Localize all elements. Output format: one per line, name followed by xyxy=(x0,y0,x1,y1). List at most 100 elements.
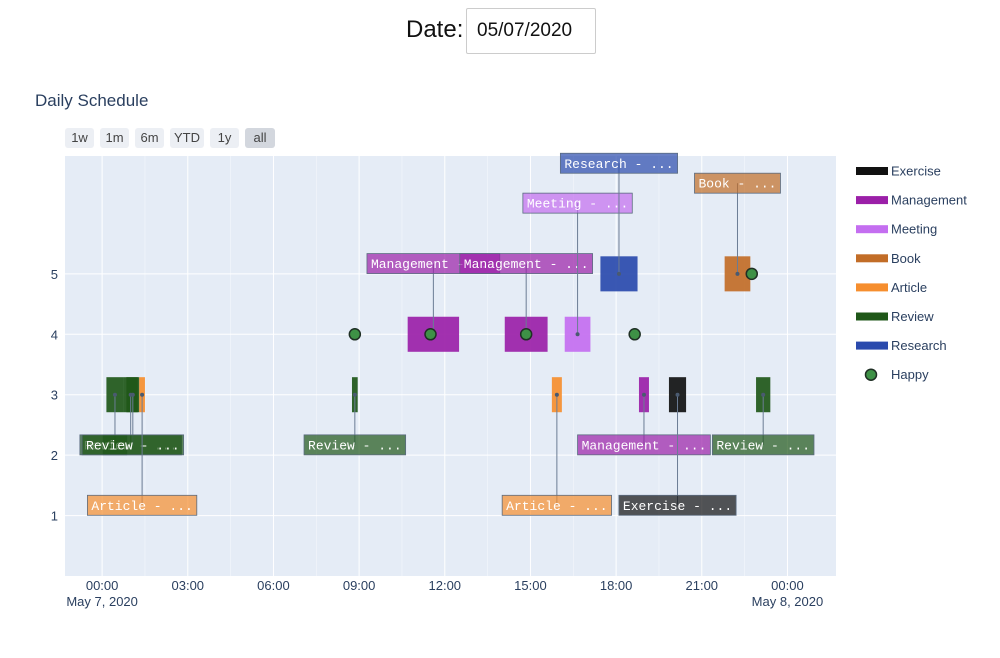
legend-label: Book xyxy=(891,251,921,266)
annotation-box xyxy=(694,172,781,194)
range-button-label: 1y xyxy=(218,130,232,145)
x-tick-label: 00:00 xyxy=(86,578,119,593)
range-button-bg xyxy=(210,128,239,148)
y-tick-label: 2 xyxy=(51,448,58,463)
legend-label: Meeting xyxy=(891,222,937,237)
range-button-bg xyxy=(65,128,94,148)
annotation-label-review: Review - ... xyxy=(711,434,815,456)
legend-label: Management xyxy=(891,193,967,208)
annotation-text: Review - ... xyxy=(716,438,810,453)
annotation-label-review: Review - ... xyxy=(303,434,407,456)
legend-item-management[interactable]: Management xyxy=(856,193,967,208)
annotation-text: Book - ... xyxy=(698,177,776,192)
annotation-label-article: Article - ... xyxy=(501,494,612,516)
legend-item-research[interactable]: Research xyxy=(856,338,947,353)
legend-item-happy[interactable]: Happy xyxy=(864,367,930,382)
annotation-box xyxy=(522,192,633,214)
annotation-text: Exercise - ... xyxy=(623,499,732,514)
range-button-ytd[interactable]: YTD xyxy=(170,128,204,148)
happy-marker xyxy=(424,328,437,341)
annotation-text: Research - ... xyxy=(564,157,673,172)
annotation-anchor xyxy=(641,392,646,397)
annotation-label-management: Management - ... xyxy=(577,434,711,456)
x-tick-sublabel: May 7, 2020 xyxy=(66,594,138,609)
range-button-label: all xyxy=(253,130,266,145)
annotation-box xyxy=(87,494,198,516)
annotation-box xyxy=(303,434,407,456)
annotation-anchor xyxy=(140,392,145,397)
annotation-anchor xyxy=(761,392,766,397)
happy-marker xyxy=(348,328,362,341)
chart-title: Daily Schedule xyxy=(35,91,148,110)
happy-marker xyxy=(519,328,533,341)
x-tick-label: 15:00 xyxy=(514,578,547,593)
annotation-box xyxy=(618,494,737,516)
legend-swatch xyxy=(856,196,888,205)
y-tick-label: 3 xyxy=(51,388,58,403)
legend-item-meeting[interactable]: Meeting xyxy=(856,222,937,237)
legend-swatch xyxy=(856,167,888,175)
y-axis: 1 2 3 4 5 xyxy=(51,267,58,524)
annotation-text: Meeting - ... xyxy=(527,197,628,212)
range-button-bg xyxy=(135,128,164,148)
range-button-bg xyxy=(100,128,129,148)
annotation-text: Article - ... xyxy=(506,499,607,514)
legend-swatch xyxy=(856,312,888,321)
activity-annotations: ReReview - ...Review - ...Article - ...R… xyxy=(79,152,815,516)
x-tick-label: 12:00 xyxy=(429,578,462,593)
date-input[interactable] xyxy=(466,8,596,54)
annotation-anchor xyxy=(554,392,559,397)
legend-label: Exercise xyxy=(891,164,941,179)
legend-swatch xyxy=(856,341,888,350)
range-button-6m[interactable]: 6m xyxy=(135,128,164,148)
date-picker-row: Date: xyxy=(0,8,1000,56)
annotation-box xyxy=(81,434,185,456)
range-button-label: YTD xyxy=(174,130,200,145)
range-button-1y[interactable]: 1y xyxy=(210,128,239,148)
x-tick-label: 06:00 xyxy=(257,578,290,593)
range-button-label: 6m xyxy=(140,130,158,145)
annotation-label-review: Review - ... xyxy=(81,434,185,456)
y-tick-label: 4 xyxy=(51,327,58,342)
range-button-bg xyxy=(245,128,275,148)
legend-label: Review xyxy=(891,309,934,324)
annotation-text: Review - ... xyxy=(86,438,180,453)
legend-item-book[interactable]: Book xyxy=(856,251,921,266)
annotation-anchor xyxy=(352,392,357,397)
range-button-1m[interactable]: 1m xyxy=(100,128,129,148)
annotation-label-book: Book - ... xyxy=(694,172,781,194)
legend-item-article[interactable]: Article xyxy=(856,280,927,295)
legend-item-review[interactable]: Review xyxy=(856,309,934,324)
happy-marker xyxy=(745,267,759,281)
annotation-label-exercise: Exercise - ... xyxy=(618,494,737,516)
legend-item-exercise[interactable]: Exercise xyxy=(856,164,941,179)
range-button-all[interactable]: all xyxy=(245,128,275,148)
legend-swatch xyxy=(856,225,888,234)
legend-label: Happy xyxy=(891,367,929,382)
annotation-box xyxy=(459,253,593,274)
annotation-label-management: Management - ... xyxy=(459,253,593,274)
annotation-box xyxy=(501,494,612,516)
annotation-text: Article - ... xyxy=(91,499,192,514)
happy-marker xyxy=(628,328,641,341)
legend-swatch xyxy=(856,283,888,292)
annotation-text: Management - ... xyxy=(582,438,707,453)
annotation-box xyxy=(711,434,815,456)
annotation-anchor xyxy=(616,271,621,276)
y-tick-label: 1 xyxy=(51,509,58,524)
annotation-anchor xyxy=(130,392,135,397)
x-tick-label: 21:00 xyxy=(686,578,719,593)
range-button-1w[interactable]: 1w xyxy=(65,128,94,148)
date-label: Date: xyxy=(406,16,464,43)
legend: Exercise Management Meeting Book Article Revi… xyxy=(856,164,967,382)
legend-swatch xyxy=(856,254,888,263)
annotation-label-research: Research - ... xyxy=(559,152,678,174)
x-tick-label: 18:00 xyxy=(600,578,633,593)
annotation-anchor xyxy=(675,392,680,397)
annotation-text: Review - ... xyxy=(308,438,402,453)
y-tick-label: 5 xyxy=(51,267,58,282)
range-button-label: 1m xyxy=(105,130,123,145)
legend-marker xyxy=(864,368,878,381)
